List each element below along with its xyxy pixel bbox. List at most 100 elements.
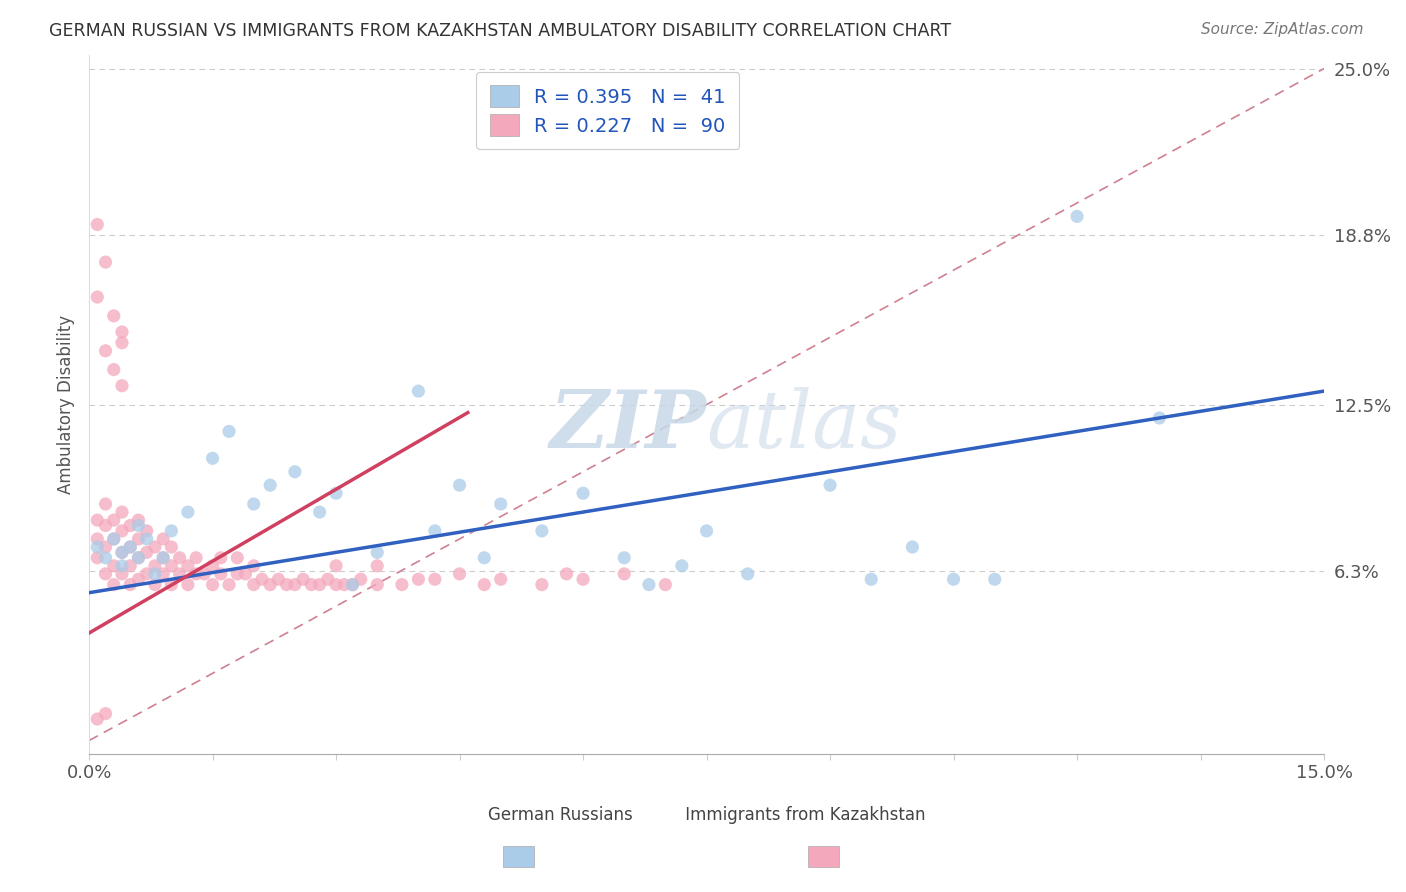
Point [152, 532, 174, 546]
Point [530, 524, 553, 538]
Point [86, 540, 108, 554]
Point [1066, 210, 1088, 224]
Point [308, 505, 330, 519]
Point [103, 558, 125, 573]
Point [209, 550, 232, 565]
Point [127, 513, 149, 527]
Point [408, 572, 430, 586]
Point [242, 558, 264, 573]
Point [94, 497, 117, 511]
Point [284, 577, 307, 591]
Point [127, 572, 149, 586]
Point [143, 577, 166, 591]
Point [737, 566, 759, 581]
Point [152, 550, 174, 565]
Point [120, 540, 142, 554]
Point [177, 558, 200, 573]
Point [184, 550, 207, 565]
Point [613, 550, 636, 565]
Text: GERMAN RUSSIAN VS IMMIGRANTS FROM KAZAKHSTAN AMBULATORY DISABILITY CORRELATION C: GERMAN RUSSIAN VS IMMIGRANTS FROM KAZAKH… [49, 22, 952, 40]
Point [111, 545, 134, 559]
Point [235, 566, 257, 581]
Point [242, 497, 264, 511]
Point [449, 478, 471, 492]
Point [94, 518, 117, 533]
Point [983, 572, 1005, 586]
Point [201, 577, 224, 591]
Point [160, 558, 183, 573]
Point [127, 550, 149, 565]
Point [696, 524, 718, 538]
Point [391, 577, 413, 591]
Text: German Russians          Immigrants from Kazakhstan: German Russians Immigrants from Kazakhst… [488, 806, 925, 824]
Point [259, 478, 281, 492]
Point [423, 572, 446, 586]
Point [555, 566, 578, 581]
Point [218, 425, 240, 439]
Point [472, 577, 495, 591]
Legend: R = 0.395   N =  41, R = 0.227   N =  90: R = 0.395 N = 41, R = 0.227 N = 90 [477, 72, 740, 149]
Point [143, 558, 166, 573]
Point [408, 384, 430, 398]
Point [120, 540, 142, 554]
Point [201, 451, 224, 466]
Point [94, 540, 117, 554]
Point [160, 524, 183, 538]
Point [284, 465, 307, 479]
Point [160, 577, 183, 591]
Point [103, 362, 125, 376]
Text: ZIP: ZIP [550, 387, 707, 464]
Point [489, 497, 512, 511]
Point [111, 378, 134, 392]
Point [111, 558, 134, 573]
Point [94, 343, 117, 358]
Point [218, 577, 240, 591]
Point [94, 255, 117, 269]
Point [366, 577, 388, 591]
Point [169, 566, 191, 581]
Point [325, 486, 347, 500]
Point [111, 505, 134, 519]
Point [226, 550, 249, 565]
Point [127, 550, 149, 565]
Point [292, 572, 315, 586]
Point [638, 577, 661, 591]
Point [86, 218, 108, 232]
Point [818, 478, 841, 492]
Point [169, 550, 191, 565]
Point [127, 518, 149, 533]
Point [120, 577, 142, 591]
Point [366, 558, 388, 573]
Point [177, 577, 200, 591]
Text: atlas: atlas [707, 387, 901, 464]
Point [193, 566, 215, 581]
Point [333, 577, 356, 591]
Point [135, 524, 157, 538]
Point [423, 524, 446, 538]
Point [942, 572, 965, 586]
Point [350, 572, 373, 586]
Point [152, 566, 174, 581]
Point [242, 577, 264, 591]
Point [135, 566, 157, 581]
Point [143, 566, 166, 581]
Point [94, 566, 117, 581]
Point [267, 572, 290, 586]
Point [111, 325, 134, 339]
Point [572, 572, 595, 586]
Point [94, 550, 117, 565]
Point [184, 566, 207, 581]
Point [103, 309, 125, 323]
Point [325, 558, 347, 573]
Point [135, 545, 157, 559]
Point [86, 550, 108, 565]
Text: Source: ZipAtlas.com: Source: ZipAtlas.com [1201, 22, 1364, 37]
Point [127, 532, 149, 546]
Point [160, 540, 183, 554]
Point [86, 290, 108, 304]
Point [613, 566, 636, 581]
Point [530, 577, 553, 591]
Point [342, 577, 364, 591]
Point [177, 505, 200, 519]
Point [86, 513, 108, 527]
